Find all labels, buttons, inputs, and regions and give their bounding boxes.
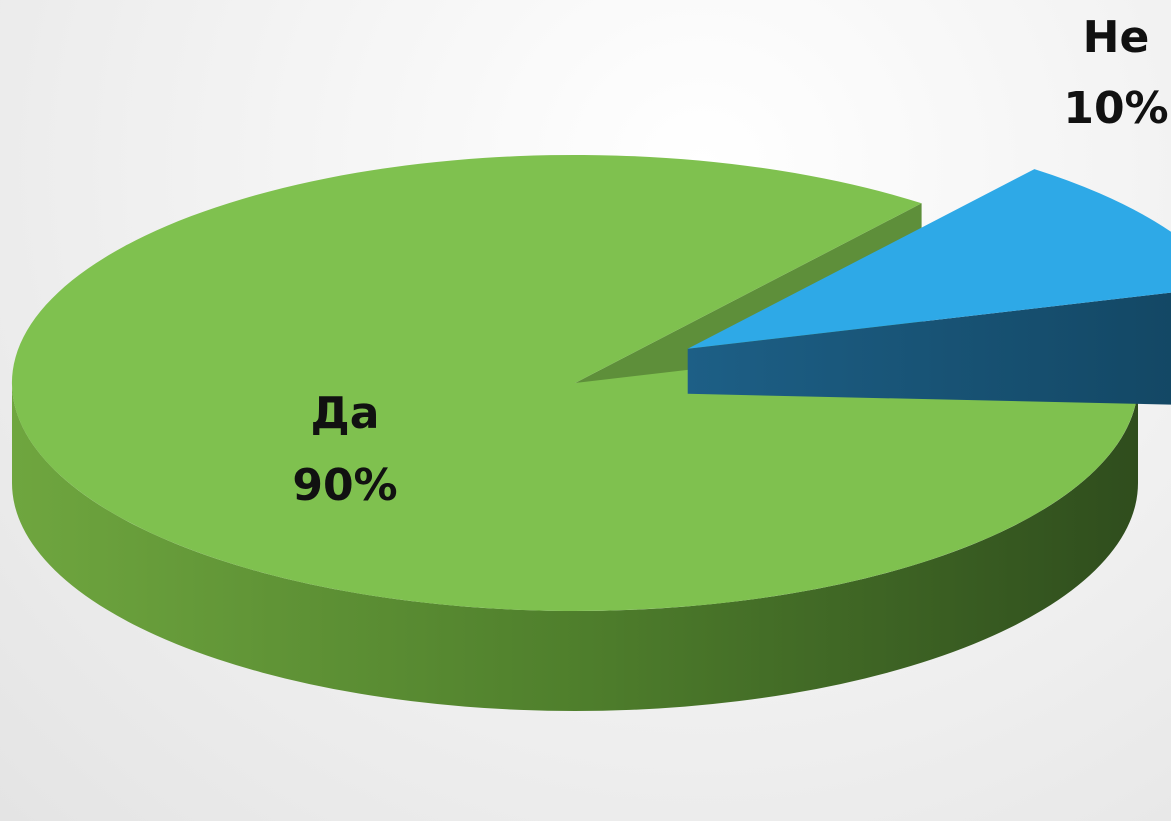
slice-label-da-value: 90% [292,460,397,511]
slice-da-side [12,383,1138,711]
slice-label-ne-value: 10% [1063,83,1168,134]
slice-label-ne-name: Не [1083,12,1150,63]
slice-label-da-name: Да [311,388,380,439]
slice-da-top [11,154,1138,611]
slice-ne-side [687,292,1171,405]
slice-ne-top [687,169,1171,349]
